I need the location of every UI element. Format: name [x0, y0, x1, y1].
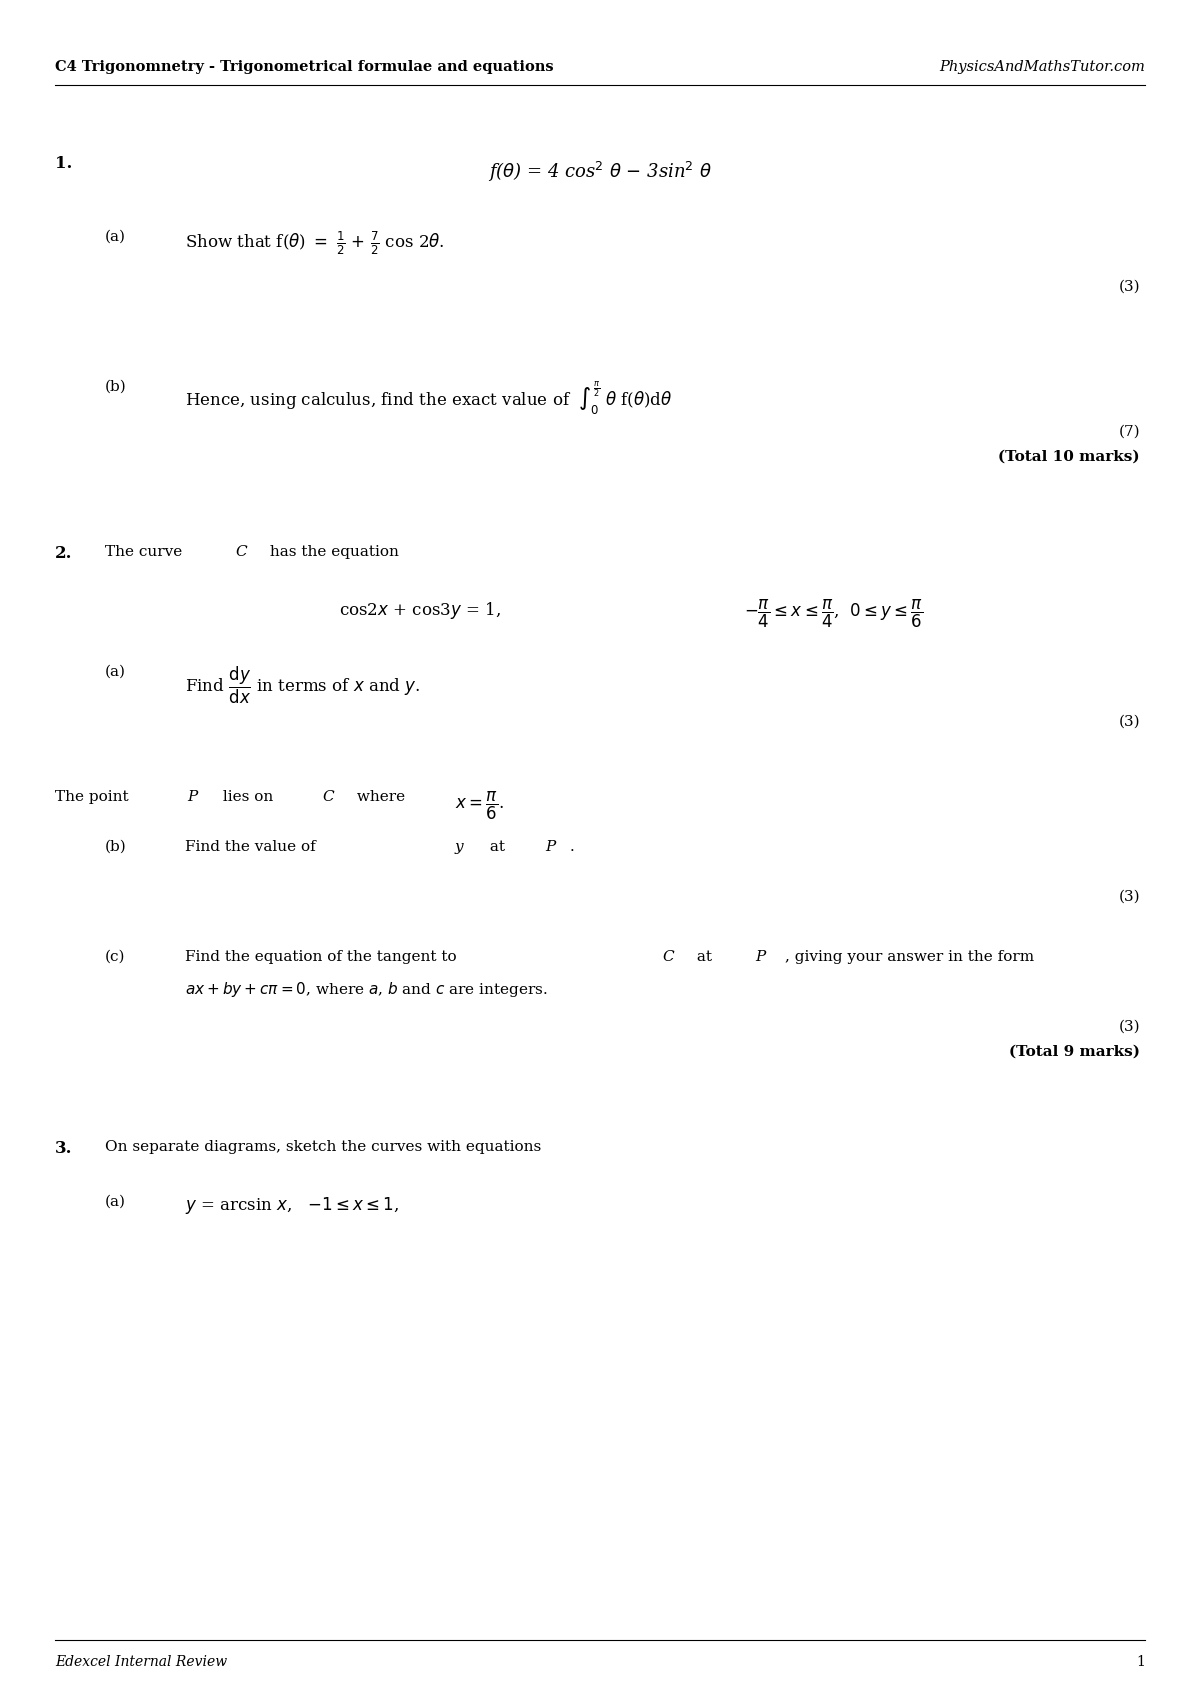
Text: (c): (c)	[106, 950, 126, 964]
Text: (Total 9 marks): (Total 9 marks)	[1009, 1045, 1140, 1059]
Text: Edexcel Internal Review: Edexcel Internal Review	[55, 1655, 227, 1670]
Text: $x = \dfrac{\pi}{6}$.: $x = \dfrac{\pi}{6}$.	[455, 791, 504, 823]
Text: C: C	[322, 791, 334, 804]
Text: Find the value of: Find the value of	[185, 840, 320, 854]
Text: The point: The point	[55, 791, 133, 804]
Text: (3): (3)	[1118, 280, 1140, 294]
Text: On separate diagrams, sketch the curves with equations: On separate diagrams, sketch the curves …	[106, 1140, 541, 1154]
Text: Hence, using calculus, find the exact value of  $\int_0^{\frac{\pi}{2}}$ $\theta: Hence, using calculus, find the exact va…	[185, 380, 672, 417]
Text: (b): (b)	[106, 840, 127, 854]
Text: has the equation: has the equation	[265, 545, 398, 558]
Text: (a): (a)	[106, 231, 126, 244]
Text: 3.: 3.	[55, 1140, 72, 1157]
Text: .: .	[570, 840, 575, 854]
Text: (b): (b)	[106, 380, 127, 394]
Text: , giving your answer in the form: , giving your answer in the form	[785, 950, 1034, 964]
Text: where: where	[352, 791, 410, 804]
Text: lies on: lies on	[218, 791, 278, 804]
Text: C: C	[235, 545, 247, 558]
Text: P: P	[545, 840, 556, 854]
Text: cos2$x$ + cos3$y$ = 1,: cos2$x$ + cos3$y$ = 1,	[340, 601, 500, 621]
Text: C4 Trigonomnetry - Trigonometrical formulae and equations: C4 Trigonomnetry - Trigonometrical formu…	[55, 59, 553, 75]
Text: 1.: 1.	[55, 154, 72, 171]
Text: at: at	[485, 840, 510, 854]
Text: Find the equation of the tangent to: Find the equation of the tangent to	[185, 950, 462, 964]
Text: P: P	[755, 950, 766, 964]
Text: (3): (3)	[1118, 1020, 1140, 1033]
Text: Find $\dfrac{\mathrm{d}y}{\mathrm{d}x}$ in terms of $x$ and $y$.: Find $\dfrac{\mathrm{d}y}{\mathrm{d}x}$ …	[185, 665, 420, 706]
Text: (3): (3)	[1118, 889, 1140, 905]
Text: $y$ = arcsin $x$,   $-1 \leq x \leq 1$,: $y$ = arcsin $x$, $-1 \leq x \leq 1$,	[185, 1195, 400, 1217]
Text: C: C	[662, 950, 673, 964]
Text: (Total 10 marks): (Total 10 marks)	[998, 450, 1140, 463]
Text: y: y	[455, 840, 463, 854]
Text: PhysicsAndMathsTutor.com: PhysicsAndMathsTutor.com	[940, 59, 1145, 75]
Text: (a): (a)	[106, 1195, 126, 1208]
Text: 2.: 2.	[55, 545, 72, 562]
Text: $-\dfrac{\pi}{4} \leq x \leq \dfrac{\pi}{4}$,  $0 \leq y \leq \dfrac{\pi}{6}$: $-\dfrac{\pi}{4} \leq x \leq \dfrac{\pi}…	[744, 597, 924, 630]
Text: $ax + by + c\pi = 0$, where $a$, $b$ and $c$ are integers.: $ax + by + c\pi = 0$, where $a$, $b$ and…	[185, 979, 548, 1000]
Text: f($\theta$) = 4 cos$^2$ $\theta$ $-$ 3sin$^2$ $\theta$: f($\theta$) = 4 cos$^2$ $\theta$ $-$ 3si…	[488, 160, 712, 183]
Text: The curve: The curve	[106, 545, 187, 558]
Text: P: P	[187, 791, 197, 804]
Text: Show that f($\theta$) $=$ $\frac{1}{2}$ $+$ $\frac{7}{2}$ cos 2$\theta$.: Show that f($\theta$) $=$ $\frac{1}{2}$ …	[185, 231, 444, 258]
Text: 1: 1	[1136, 1655, 1145, 1670]
Text: (3): (3)	[1118, 714, 1140, 730]
Text: (a): (a)	[106, 665, 126, 679]
Text: (7): (7)	[1118, 424, 1140, 440]
Text: at: at	[692, 950, 716, 964]
